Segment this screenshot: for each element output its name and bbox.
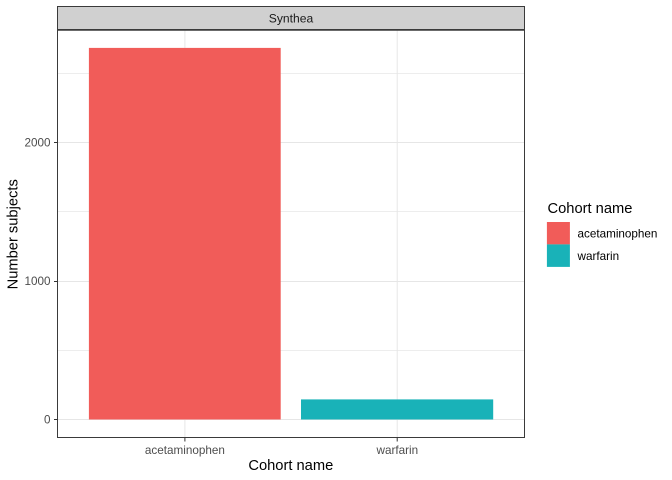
svg-text:Cohort name: Cohort name bbox=[548, 201, 633, 217]
svg-text:acetaminophen: acetaminophen bbox=[578, 227, 658, 240]
svg-text:2000: 2000 bbox=[24, 137, 51, 150]
svg-text:1000: 1000 bbox=[24, 275, 51, 288]
svg-text:acetaminophen: acetaminophen bbox=[145, 444, 225, 457]
svg-text:warfarin: warfarin bbox=[376, 444, 419, 457]
svg-text:warfarin: warfarin bbox=[577, 250, 620, 263]
svg-text:0: 0 bbox=[44, 414, 51, 427]
svg-text:Number subjects: Number subjects bbox=[6, 179, 22, 289]
svg-text:Synthea: Synthea bbox=[269, 11, 314, 25]
svg-text:Cohort name: Cohort name bbox=[248, 458, 333, 474]
